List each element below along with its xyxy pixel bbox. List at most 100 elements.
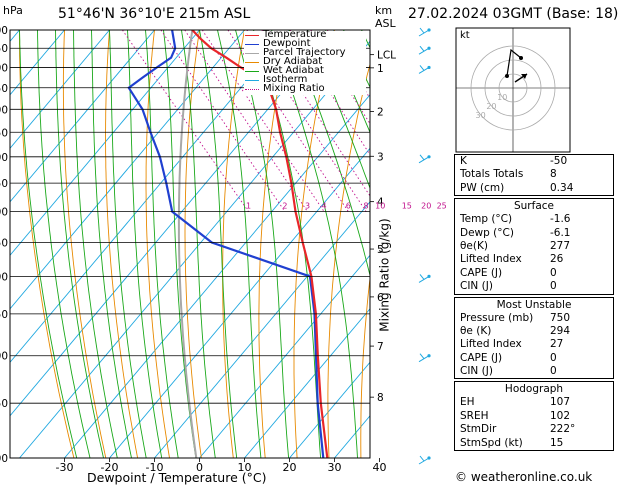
temperature-tick-label: -20 — [101, 461, 119, 474]
most-unstable-row: Pressure (mb) 750 — [455, 312, 613, 325]
temperature-tick-label: 0 — [196, 461, 203, 474]
surface-value: -6.1 — [550, 226, 571, 239]
mixing-ratio-tick-label: 10 — [375, 202, 385, 211]
legend-label: Dewpoint — [263, 38, 311, 49]
hodograph-ring-label: 20 — [486, 102, 496, 111]
surface-value: 26 — [550, 253, 564, 266]
hodograph-point — [505, 74, 509, 78]
most-unstable-row: CAPE (J) 0 — [455, 352, 613, 365]
hodograph-box: Hodograph EH 107 SREH 102 StmDir 222° StmSpd (… — [454, 381, 614, 452]
hodograph-key: SREH — [460, 409, 489, 422]
pressure-tick-label: 950 — [0, 43, 8, 55]
legend-label: Parcel Trajectory — [263, 47, 346, 58]
index-key: K — [460, 155, 467, 167]
wet-adiabat-line — [109, 30, 147, 458]
pressure-tick-label: 900 — [0, 62, 8, 74]
legend-item: Dry Adiabat — [244, 56, 364, 67]
hodograph-row: StmDir 222° — [455, 423, 613, 436]
index-row: PW (cm) 0.34 — [455, 182, 613, 195]
dry-adiabat-line — [360, 275, 370, 458]
km-tick-label: 8 — [377, 392, 384, 404]
legend-swatch — [245, 62, 259, 63]
wind-barb — [418, 65, 430, 74]
dry-adiabat-line — [62, 30, 107, 458]
surface-value: -1.6 — [550, 213, 571, 226]
index-value: 8 — [550, 168, 557, 181]
wind-barb — [418, 154, 430, 164]
wind-barb — [418, 353, 430, 363]
legend-label: Temperature — [263, 29, 327, 40]
isotherm-line — [154, 201, 370, 458]
legend-label: Dry Adiabat — [263, 56, 323, 67]
mixing-ratio-tick-label: 25 — [437, 202, 447, 211]
isotherm-line — [289, 361, 370, 458]
wind-barb — [418, 27, 430, 37]
mixing-ratio-tick-label: 6 — [346, 202, 351, 211]
legend-swatch — [245, 44, 259, 45]
most-unstable-box: Most Unstable Pressure (mb) 750 θe (K) 294 L… — [454, 296, 614, 380]
surface-key: Dewp (°C) — [460, 226, 514, 239]
legend-swatch — [245, 35, 259, 36]
pressure-tick-label: 600 — [0, 207, 8, 219]
hodograph-value: 107 — [550, 396, 571, 409]
km-tick-label: 5 — [377, 244, 384, 256]
mixing-ratio-tick-label: 3 — [305, 202, 310, 211]
datetime-title: 27.02.2024 03GMT (Base: 18) — [408, 6, 619, 22]
surface-value: 277 — [550, 239, 571, 252]
hodograph-title: Hodograph — [504, 383, 564, 396]
most-unstable-row: θe (K) 294 — [455, 325, 613, 338]
hodograph-value: 15 — [550, 436, 564, 449]
hodograph-key: StmSpd (kt) — [460, 436, 523, 449]
mixing-ratio-line — [201, 30, 325, 212]
km-tick-label: 1 — [377, 63, 384, 75]
legend-item: Parcel Trajectory — [244, 47, 364, 58]
wet-adiabat-line — [73, 30, 118, 458]
isotherm-line — [19, 40, 370, 458]
hodograph-row: SREH 102 — [455, 410, 613, 423]
legend-swatch — [245, 89, 259, 90]
surface-row: Dewp (°C) -6.1 — [455, 227, 613, 240]
surface-value: 0 — [550, 266, 557, 279]
copyright: © weatheronline.co.uk — [455, 470, 593, 484]
temperature-tick-label: 40 — [373, 461, 387, 474]
km-tick-label: LCL — [377, 50, 396, 62]
most-unstable-key: CIN (J) — [460, 365, 493, 378]
wet-adiabat-line — [55, 30, 104, 458]
mixing-ratio-tick-label: 20 — [421, 202, 431, 211]
legend-label: Wet Adiabat — [263, 65, 324, 76]
surface-title: Surface — [513, 200, 554, 213]
mixing-ratio-tick-label: 8 — [364, 202, 369, 211]
index-key: Totals Totals — [460, 168, 524, 181]
isotherm-line — [244, 308, 370, 458]
hodograph-ring — [498, 73, 528, 103]
most-unstable-row: Lifted Index 27 — [455, 338, 613, 351]
hodograph-row: EH 107 — [455, 396, 613, 409]
pressure-tick-label: 800 — [0, 104, 8, 116]
wind-barb — [418, 455, 430, 465]
wind-barb — [418, 45, 430, 55]
temperature-tick-label: 10 — [238, 461, 252, 474]
temperature-tick-label: -30 — [56, 461, 74, 474]
isotherm-line — [199, 254, 370, 458]
mixing-ratio-tick-label: 15 — [402, 202, 412, 211]
mixing-ratio-tick-label: 4 — [322, 202, 327, 211]
hodograph-ring — [470, 45, 556, 131]
dry-adiabat-line — [19, 30, 75, 458]
hodograph-value: 102 — [550, 409, 571, 422]
legend-swatch — [245, 53, 259, 54]
isotherm-line — [109, 147, 370, 458]
surface-row: θe(K) 277 — [455, 240, 613, 253]
km-tick-label: 6 — [377, 292, 384, 304]
hodograph-key: StmDir — [460, 423, 497, 436]
legend-swatch — [245, 71, 259, 72]
temperature-tick-label: -10 — [146, 461, 164, 474]
surface-value: 0 — [550, 280, 557, 293]
km-tick-label: 7 — [377, 341, 384, 353]
wind-barbs — [418, 27, 431, 465]
index-row: K -50 — [455, 155, 613, 168]
pressure-tick-label: 850 — [0, 83, 8, 95]
temperature-profile — [191, 30, 329, 458]
surface-box: Surface Temp (°C) -1.6 Dewp (°C) -6.1 θe(K) 2… — [454, 198, 614, 295]
isotherm-line — [64, 94, 370, 458]
